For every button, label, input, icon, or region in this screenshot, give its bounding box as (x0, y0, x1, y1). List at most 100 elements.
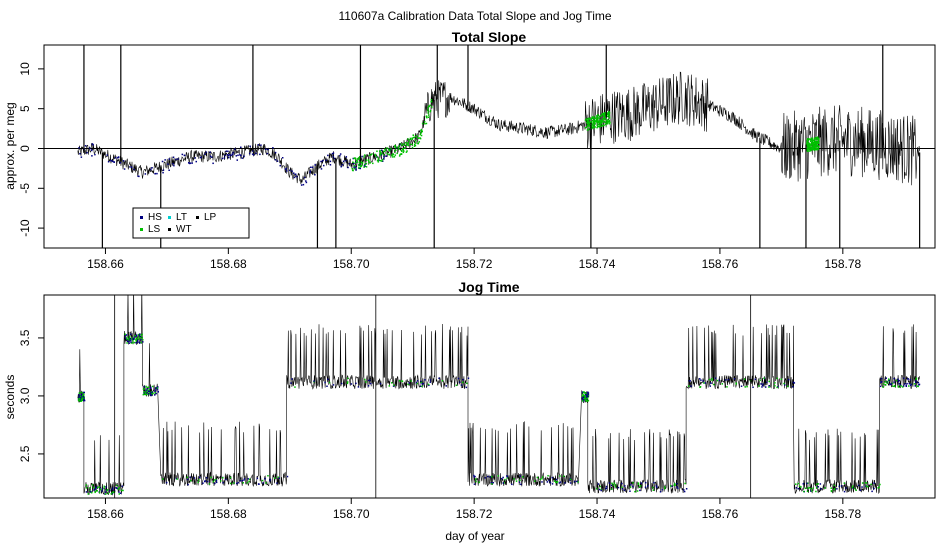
series-point (374, 153, 376, 156)
series-point (700, 379, 702, 381)
series-point (816, 140, 818, 143)
series-point (420, 134, 423, 137)
series-point (819, 483, 822, 485)
series-point (810, 147, 813, 150)
series-point (859, 489, 862, 491)
series-point (379, 382, 382, 385)
series-point (411, 137, 413, 139)
series-point (768, 384, 770, 387)
series-point (809, 145, 811, 147)
series-point (183, 154, 186, 157)
series-point (586, 124, 589, 127)
series-point (416, 382, 418, 385)
series-point (124, 337, 127, 340)
series-point (137, 175, 139, 177)
series-point (534, 480, 536, 482)
series-point (128, 342, 131, 344)
series-point (500, 477, 503, 480)
series-point (817, 486, 820, 488)
series-point (359, 167, 362, 170)
series-point (79, 152, 81, 155)
series-point (897, 385, 899, 388)
series-point (415, 381, 417, 384)
series-point (588, 117, 591, 120)
panel1-frame (43, 44, 936, 249)
series-point (612, 484, 614, 486)
series-point (177, 158, 179, 160)
series-point (506, 475, 508, 477)
series-point (277, 476, 279, 478)
series-point (385, 155, 387, 157)
series-point (836, 488, 838, 490)
series-point (81, 394, 84, 397)
series-point (395, 149, 397, 151)
series-point (596, 124, 599, 127)
series-point (332, 384, 335, 386)
jog-time-panel: Jog Time 158.66 158.68 158.70 158.72 158.74 1… (3, 279, 936, 521)
series-point (414, 142, 417, 144)
series-point (587, 128, 590, 131)
series-point (833, 488, 835, 491)
series-point (399, 143, 401, 146)
series-point (640, 482, 643, 484)
series-point (402, 148, 404, 150)
series-point (783, 384, 786, 386)
series-point (409, 138, 412, 141)
series-point (592, 120, 595, 123)
series-point (399, 142, 402, 145)
series-point (812, 146, 814, 149)
series-point (90, 149, 93, 151)
series-point (118, 491, 120, 493)
series-point (716, 379, 719, 382)
series-point (710, 382, 712, 384)
series-point (146, 389, 148, 392)
series-point (80, 397, 82, 400)
series-point (595, 120, 597, 122)
series-point (569, 477, 572, 480)
series-point (111, 492, 114, 495)
series-point (134, 336, 136, 338)
series-point (502, 476, 504, 479)
series-point (265, 148, 267, 150)
series-point (138, 338, 141, 340)
series-point (173, 164, 175, 167)
series-point (391, 154, 393, 157)
series-point (783, 382, 785, 385)
series-point (743, 378, 746, 380)
series-point (322, 164, 325, 167)
series-point (676, 486, 678, 488)
series-point (81, 391, 83, 394)
series-point (599, 124, 601, 126)
legend-marker (140, 216, 143, 219)
series-point (141, 336, 144, 339)
series-point (630, 483, 632, 486)
series-point (352, 157, 354, 160)
series-point (368, 154, 371, 157)
series-point (597, 116, 599, 119)
series-point (816, 145, 819, 148)
series-point (608, 482, 611, 484)
series-point (617, 486, 620, 489)
series-point (609, 121, 611, 124)
series-point (237, 154, 239, 157)
series-point (413, 136, 416, 139)
series-point (112, 487, 114, 489)
series-point (709, 385, 712, 387)
series-point (473, 476, 475, 478)
series-point (871, 490, 873, 493)
series-point (581, 397, 584, 399)
series-point (215, 479, 218, 482)
series-point (193, 477, 196, 479)
series-point (331, 152, 334, 155)
series-point (119, 162, 122, 164)
series-point (596, 116, 598, 119)
series-point (812, 144, 814, 147)
series-point (424, 379, 426, 381)
series-point (605, 487, 608, 490)
series-point (711, 379, 713, 381)
series-point (898, 382, 900, 385)
series-point (406, 142, 409, 144)
series-point (101, 488, 104, 490)
series-point (465, 386, 468, 389)
y-tick-label: 0 (18, 145, 32, 152)
